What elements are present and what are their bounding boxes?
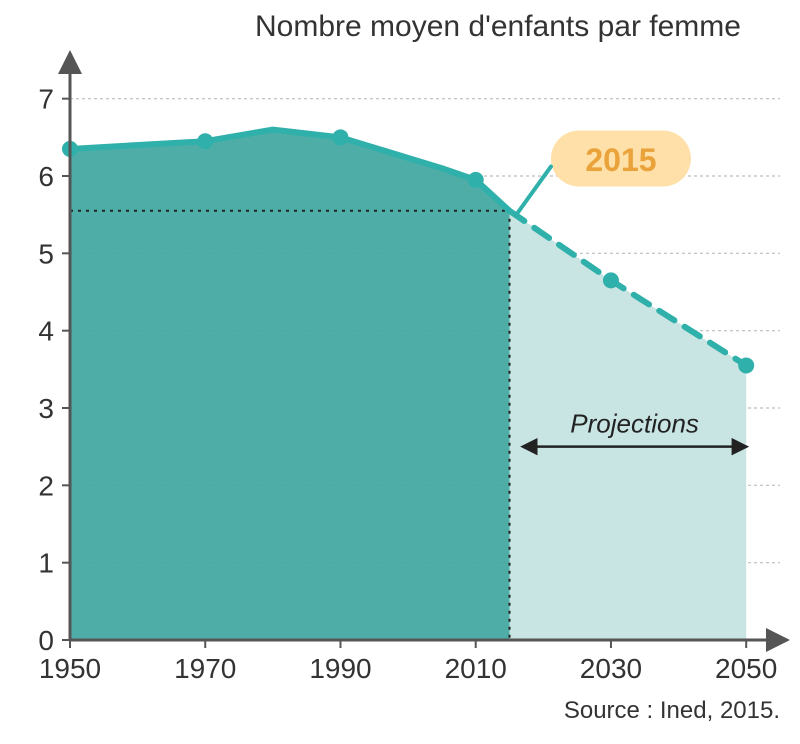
x-tick-label: 2010: [445, 653, 507, 684]
y-tick-label: 6: [38, 161, 54, 192]
y-tick-label: 5: [38, 238, 54, 269]
chart-title: Nombre moyen d'enfants par femme: [255, 10, 741, 43]
projections-label: Projections: [570, 409, 699, 439]
x-tick-label: 2030: [580, 653, 642, 684]
y-tick-label: 7: [38, 84, 54, 115]
x-tick-label: 1990: [309, 653, 371, 684]
area-measured: [70, 130, 510, 640]
y-tick-label: 1: [38, 548, 54, 579]
x-tick-label: 1970: [174, 653, 236, 684]
source-label: Source : Ined, 2015.: [564, 697, 780, 724]
x-tick-label: 2050: [715, 653, 777, 684]
year-badge-label: 2015: [585, 142, 656, 178]
data-marker: [603, 272, 619, 288]
y-tick-label: 0: [38, 625, 54, 656]
badge-connector: [516, 167, 551, 215]
y-tick-label: 4: [38, 316, 54, 347]
chart-svg: Nombre moyen d'enfants par femme 1950 1970…: [0, 0, 800, 744]
y-tick-label: 3: [38, 393, 54, 424]
data-marker: [332, 129, 348, 145]
data-marker: [468, 172, 484, 188]
y-tick-label: 2: [38, 470, 54, 501]
chart-container: Nombre moyen d'enfants par femme 1950 1970…: [0, 0, 800, 744]
x-tick-label: 1950: [39, 653, 101, 684]
data-marker: [197, 133, 213, 149]
data-marker: [738, 357, 754, 373]
